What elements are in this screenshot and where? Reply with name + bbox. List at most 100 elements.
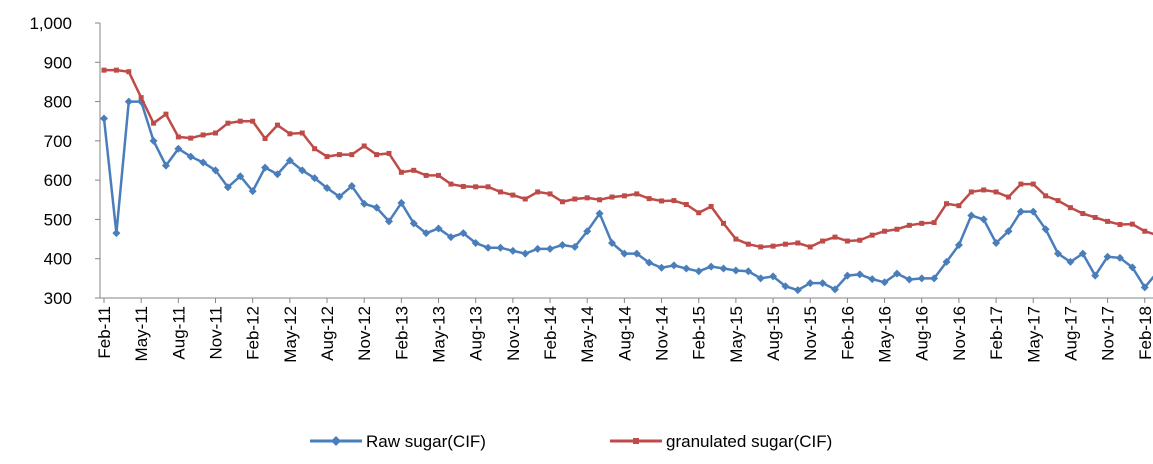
marker (237, 118, 243, 124)
marker (956, 203, 962, 209)
x-tick-label: May-11 (132, 306, 151, 361)
marker (434, 224, 443, 233)
marker (1140, 283, 1149, 292)
marker (868, 275, 877, 284)
x-tick-label: May-14 (578, 306, 597, 363)
marker (930, 274, 939, 283)
marker (510, 192, 516, 198)
marker (398, 169, 404, 175)
marker (981, 187, 987, 193)
marker (1004, 227, 1013, 236)
marker (669, 261, 678, 270)
marker (310, 174, 319, 183)
marker (460, 183, 466, 189)
marker (993, 189, 999, 195)
marker (844, 238, 850, 244)
marker (360, 199, 369, 208)
marker (894, 226, 900, 232)
marker (756, 274, 765, 283)
marker (855, 270, 864, 279)
y-tick-label: 300 (44, 289, 72, 308)
marker (485, 184, 491, 190)
y-tick-label: 400 (44, 250, 72, 269)
marker (423, 172, 429, 178)
x-tick-label: Aug-15 (764, 306, 783, 361)
legend-marker (633, 438, 639, 444)
marker (1016, 207, 1025, 216)
x-tick-label: Nov-12 (355, 306, 374, 361)
marker (559, 199, 565, 205)
y-tick-label: 500 (44, 210, 72, 229)
marker (682, 264, 691, 273)
x-tick-label: Nov-15 (801, 306, 820, 361)
marker (299, 130, 305, 136)
marker (919, 220, 925, 226)
legend-label: granulated sugar(CIF) (666, 432, 832, 451)
marker (112, 229, 121, 238)
x-tick-label: Feb-18 (1136, 306, 1153, 360)
marker (174, 144, 183, 153)
marker (707, 262, 716, 271)
x-tick-label: Feb-14 (541, 306, 560, 360)
marker (607, 239, 616, 247)
marker (1078, 249, 1087, 258)
marker (384, 217, 393, 226)
marker (832, 234, 838, 240)
x-tick-label: Aug-14 (615, 306, 634, 361)
marker (992, 239, 1001, 247)
marker (968, 189, 974, 195)
marker (223, 183, 232, 192)
marker (1055, 198, 1061, 204)
marker (745, 241, 751, 247)
x-tick-label: Nov-14 (653, 306, 672, 361)
marker (163, 111, 169, 117)
marker (733, 236, 739, 242)
marker (287, 131, 293, 137)
marker (869, 232, 875, 238)
marker (1142, 228, 1148, 234)
x-tick-label: Feb-11 (95, 306, 114, 359)
marker (744, 267, 753, 276)
marker (361, 143, 367, 149)
x-tick-label: Nov-17 (1099, 306, 1118, 361)
marker (584, 195, 590, 201)
marker (459, 229, 468, 238)
x-tick-label: Aug-17 (1061, 306, 1080, 361)
marker (843, 271, 852, 280)
x-tick-label: Nov-11 (207, 306, 226, 360)
marker (126, 69, 132, 75)
marker (857, 237, 863, 243)
marker (250, 118, 256, 124)
marker (335, 192, 344, 201)
marker (657, 263, 666, 272)
marker (634, 191, 640, 197)
marker (906, 222, 912, 228)
marker (954, 240, 963, 249)
marker (213, 130, 219, 136)
marker (769, 272, 778, 281)
marker (336, 152, 342, 158)
marker (882, 228, 888, 234)
marker (770, 243, 776, 249)
x-tick-label: Feb-15 (690, 306, 709, 360)
marker (236, 172, 245, 181)
marker (1043, 193, 1049, 199)
marker (200, 132, 206, 138)
marker (149, 136, 158, 145)
marker (595, 209, 604, 218)
marker (113, 67, 119, 73)
marker (473, 184, 479, 190)
marker (558, 240, 567, 249)
marker (262, 136, 268, 141)
marker (497, 189, 503, 195)
x-tick-label: Feb-12 (244, 306, 263, 360)
marker (583, 227, 592, 236)
marker (694, 267, 703, 276)
marker (411, 167, 417, 173)
y-tick-label: 1,000 (29, 14, 72, 33)
marker (609, 194, 615, 200)
x-tick-label: May-17 (1024, 306, 1043, 363)
marker (323, 184, 332, 192)
marker (1128, 263, 1137, 272)
